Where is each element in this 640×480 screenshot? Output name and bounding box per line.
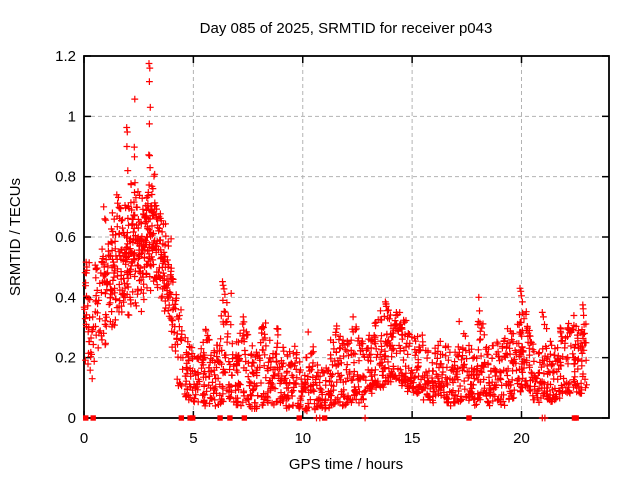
y-tick-label: 0 bbox=[68, 410, 76, 427]
zero-srmtid-square bbox=[573, 415, 579, 421]
y-tick-label: 0.4 bbox=[55, 289, 76, 306]
gridlines bbox=[84, 56, 609, 418]
zero-srmtid-square bbox=[190, 415, 196, 421]
x-tick-label: 0 bbox=[80, 430, 88, 447]
x-tick-label: 15 bbox=[404, 430, 421, 447]
zero-srmtid-square bbox=[83, 415, 89, 421]
y-tick-label: 0.8 bbox=[55, 169, 76, 186]
zero-value-squares bbox=[83, 415, 579, 421]
zero-srmtid-square bbox=[321, 415, 328, 421]
x-tick-label: 10 bbox=[294, 430, 311, 447]
zero-srmtid-square bbox=[90, 415, 96, 421]
zero-srmtid-square bbox=[466, 415, 472, 421]
zero-srmtid-square bbox=[227, 415, 233, 421]
chart-title: Day 085 of 2025, SRMTID for receiver p04… bbox=[200, 20, 493, 37]
zero-srmtid-square bbox=[178, 415, 185, 421]
zero-srmtid-square bbox=[296, 415, 302, 421]
x-tick-label: 20 bbox=[513, 430, 530, 447]
x-axis-label: GPS time / hours bbox=[289, 456, 403, 473]
y-axis-label: SRMTID / TECUs bbox=[7, 178, 24, 296]
zero-srmtid-square bbox=[217, 415, 223, 421]
axis-tick-marks bbox=[83, 55, 609, 419]
y-tick-label: 1 bbox=[68, 108, 76, 125]
y-tick-label: 0.2 bbox=[55, 350, 76, 367]
srmtid-plus-markers bbox=[80, 60, 590, 422]
x-tick-label: 5 bbox=[189, 430, 197, 447]
zero-srmtid-square bbox=[241, 415, 248, 421]
scatter-points bbox=[80, 60, 590, 422]
y-tick-label: 0.6 bbox=[55, 229, 76, 246]
y-tick-label: 1.2 bbox=[55, 48, 76, 65]
